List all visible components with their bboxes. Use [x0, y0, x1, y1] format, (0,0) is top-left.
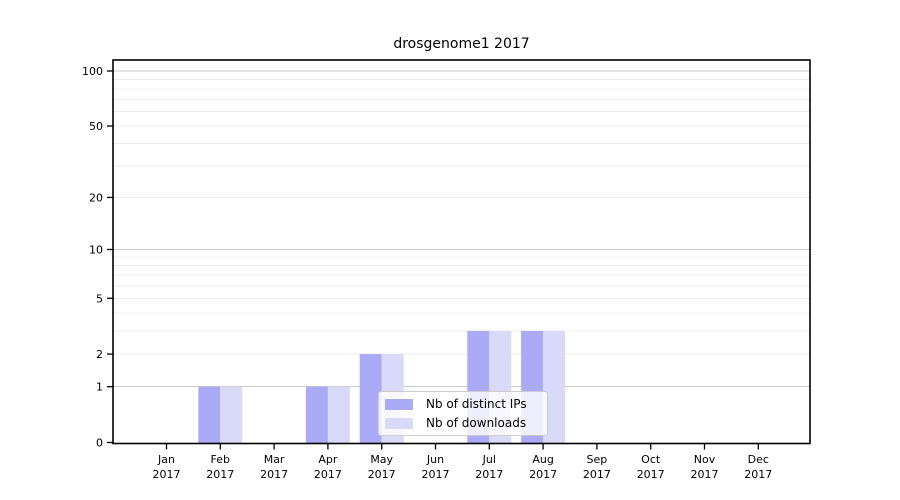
x-tick-label-month-sep: Sep [587, 453, 608, 466]
x-tick-label-year-nov: 2017 [691, 468, 719, 481]
x-tick-label-year-dec: 2017 [744, 468, 772, 481]
y-tick-label-2: 2 [96, 348, 103, 361]
x-tick-label-month-jun: Jun [426, 453, 444, 466]
x-tick-label-year-aug: 2017 [529, 468, 557, 481]
x-tick-label-year-sep: 2017 [583, 468, 611, 481]
x-tick-label-month-may: May [370, 453, 393, 466]
bar-distinct-ips-feb [198, 386, 221, 444]
legend-label-downloads: Nb of downloads [426, 416, 527, 430]
x-tick-label-month-dec: Dec [748, 453, 769, 466]
bar-distinct-ips-apr [305, 386, 328, 444]
x-tick-label-year-jun: 2017 [422, 468, 450, 481]
x-tick-label-month-apr: Apr [318, 453, 338, 466]
legend: Nb of distinct IPs Nb of downloads [378, 391, 548, 436]
y-tick-label-50: 50 [89, 120, 103, 133]
y-tick-label-5: 5 [96, 292, 103, 305]
bar-distinct-ips-may [359, 354, 382, 444]
x-tick-label-month-nov: Nov [694, 453, 716, 466]
x-tick-label-month-feb: Feb [211, 453, 230, 466]
legend-swatch-distinct-ips [385, 398, 413, 410]
x-tick-label-month-jan: Jan [157, 453, 175, 466]
x-tick-label-year-feb: 2017 [206, 468, 234, 481]
y-axis-ticks [107, 70, 113, 444]
plot-border [112, 59, 811, 445]
x-tick-label-year-jul: 2017 [475, 468, 503, 481]
y-tick-label-1: 1 [96, 381, 103, 394]
minor-gridlines [113, 78, 810, 355]
x-tick-label-year-apr: 2017 [314, 468, 342, 481]
x-tick-label-year-jan: 2017 [153, 468, 181, 481]
bar-downloads-aug [543, 330, 566, 444]
x-tick-label-month-aug: Aug [532, 453, 553, 466]
x-axis-ticks [165, 443, 759, 450]
y-tick-label-100: 100 [82, 65, 103, 78]
major-gridlines [113, 70, 810, 388]
x-tick-label-month-oct: Oct [641, 453, 661, 466]
legend-label-distinct-ips: Nb of distinct IPs [426, 397, 527, 411]
axes-spines [112, 59, 811, 445]
y-tick-label-0: 0 [96, 437, 103, 450]
bar-downloads-apr [327, 386, 350, 444]
y-tick-label-20: 20 [89, 191, 103, 204]
y-axis-labels: 0 1 2 5 10 20 50 100 [82, 65, 103, 450]
x-tick-label-month-mar: Mar [264, 453, 285, 466]
y-tick-label-10: 10 [89, 243, 103, 256]
chart-title: drosgenome1 2017 [393, 36, 530, 52]
x-tick-label-year-may: 2017 [368, 468, 396, 481]
legend-item-distinct-ips: Nb of distinct IPs [385, 397, 539, 411]
x-axis-labels: Jan 2017 Feb 2017 Mar 2017 Apr 2017 May 2017 Jun 20… [153, 453, 773, 481]
x-tick-label-month-jul: Jul [482, 453, 496, 466]
legend-swatch-downloads [385, 417, 413, 429]
x-tick-label-year-mar: 2017 [260, 468, 288, 481]
bar-downloads-feb [220, 386, 243, 444]
x-tick-label-year-oct: 2017 [637, 468, 665, 481]
legend-item-downloads: Nb of downloads [385, 416, 539, 430]
